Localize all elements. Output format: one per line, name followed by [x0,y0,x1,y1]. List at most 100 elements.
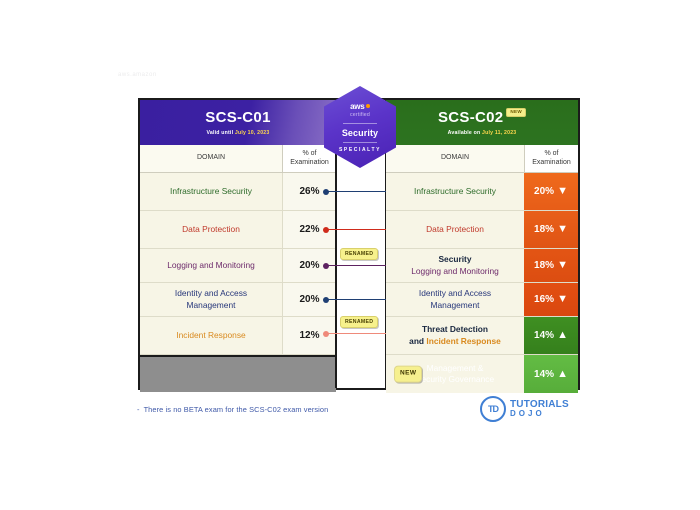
table-row: Logging and Monitoring 20% [140,249,336,283]
td-line1: TUTORIALS [510,398,569,410]
badge-divider-bottom [343,141,377,143]
right-pct-cell: 16% ▼ [524,283,578,316]
table-row: Threat Detection and Incident Response 14… [386,317,578,355]
footnote-dash: - [137,405,140,414]
left-col-domain-label: DOMAIN [197,154,225,162]
right-domain-line1: Security [438,254,472,265]
renamed-badge-incident-response: RENAMED [340,316,379,328]
renamed-badge-logging: RENAMED [340,248,379,260]
right-domain-cell: Data Protection [386,211,524,248]
right-col-pct-line1: % of [544,150,559,158]
right-domain-cell: Threat Detection and Incident Response [386,317,524,354]
left-col-pct-line1: % of [302,150,317,158]
right-pct-value: 14% [534,368,555,380]
left-domain-line1: Identity and Access [174,288,248,299]
tutorials-dojo-logo: TD TUTORIALS DOJO [480,396,569,422]
right-panel-title-text: SCS-C02 [437,108,504,126]
right-domain-line2-accent: Incident Response [426,335,501,346]
left-panel-subtitle: Valid until July 10, 2023 [207,130,270,136]
aws-smile-icon [365,104,370,109]
aws-wordmark: aws [350,102,370,111]
connector-dot-icon [323,296,329,303]
right-pct-cell: 18% ▼ [524,249,578,282]
right-domain-line1: Threat Detection [421,324,489,335]
right-col-pct-line2: Examination [532,158,571,166]
watermark-text: aws.amazon [118,72,157,78]
trend-down-icon: ▼ [557,185,568,197]
table-row: Identity and Access Management 20% [140,283,336,317]
left-column-headers: DOMAIN % of Examination [140,145,336,173]
left-empty-filler [140,355,336,392]
badge-level-label: SPECIALTY [338,146,382,153]
right-subtitle-date: July 11, 2023 [482,129,517,136]
badge-content: aws certified Security SPECIALTY [324,86,396,168]
right-col-pct-label: % of Examination [524,145,578,172]
table-row: Incident Response 12% [140,317,336,355]
right-panel-subtitle: Available on July 11, 2023 [448,130,517,136]
right-domain-cell: NEW Management & Security Governance [386,355,524,393]
left-domain-cell: Infrastructure Security [140,173,282,210]
right-pct-cell: 20% ▼ [524,173,578,210]
badge-track-label: Security [341,127,379,138]
left-panel-header: SCS-C01 Valid until July 10, 2023 [140,100,336,145]
right-domain-line1: Identity and Access [418,288,492,299]
right-panel: SCS-C02 NEW Available on July 11, 2023 DO… [386,100,578,393]
right-pct-cell: 14% ▲ [524,317,578,354]
left-domain-cell: Logging and Monitoring [140,249,282,282]
right-domain-line2-prefix: and [409,335,427,346]
right-pct-value: 18% [534,224,555,235]
table-row: Infrastructure Security 26% [140,173,336,211]
td-monogram-icon: TD [480,396,506,422]
certified-text: certified [350,111,370,118]
left-domain-cell: Incident Response [140,317,282,354]
right-rows: Infrastructure Security 20% ▼ Data Prote… [386,173,578,393]
connector-dot-icon [323,226,329,233]
td-line2: DOJO [510,409,545,419]
right-domain-line2: Management [430,299,480,310]
right-column-headers: DOMAIN % of Examination [386,145,578,173]
right-col-domain-label: DOMAIN [441,154,469,162]
trend-down-icon: ▼ [557,293,568,305]
new-badge: NEW [506,107,527,118]
right-pct-value: 14% [534,330,555,341]
right-panel-title: SCS-C02 NEW [437,107,527,126]
left-subtitle-date: July 10, 2023 [234,129,270,136]
trend-up-icon: ▲ [557,367,568,380]
aws-certified-security-badge-icon: aws certified Security SPECIALTY [324,86,396,168]
left-domain-line2: Management [186,299,236,310]
right-pct-cell: 14% ▲ [524,355,578,393]
trend-down-icon: ▼ [557,223,568,235]
left-col-pct-label: % of Examination [282,145,336,172]
aws-text: aws [350,101,365,111]
connector-dot-icon [323,330,329,337]
right-pct-cell: 18% ▼ [524,211,578,248]
right-domain-cell: Identity and Access Management [386,283,524,316]
table-row: NEW Management & Security Governance 14% … [386,355,578,393]
td-wordmark: TUTORIALS DOJO [510,398,569,419]
connector-dot-icon [323,262,329,269]
right-domain-line2: Security Governance [415,374,495,384]
right-subtitle-prefix: Available on [447,129,483,136]
right-domain-line1: Management & [426,362,484,373]
trend-up-icon: ▲ [557,329,568,341]
left-domain-cell: Identity and Access Management [140,283,282,316]
table-row: Identity and Access Management 16% ▼ [386,283,578,317]
right-pct-value: 20% [534,186,555,197]
badge-divider-top [343,122,377,124]
footnote-text: There is no BETA exam for the SCS-C02 ex… [143,405,329,414]
table-row: Infrastructure Security 20% ▼ [386,173,578,211]
right-pct-value: 18% [534,260,555,271]
right-panel-header: SCS-C02 NEW Available on July 11, 2023 [386,100,578,145]
left-pct-cell: 12% [282,317,336,354]
connector-dot-icon [323,188,329,195]
right-domain-line2: Logging and Monitoring [411,265,499,276]
right-pct-value: 16% [534,294,555,305]
right-domain-cell: Infrastructure Security [386,173,524,210]
left-rows: Infrastructure Security 26% Data Protect… [140,173,336,392]
comparison-figure: SCS-C01 Valid until July 10, 2023 DOMAIN… [138,98,580,393]
table-row: Data Protection 22% [140,211,336,249]
table-row: Data Protection 18% ▼ [386,211,578,249]
gutter-left-rule [335,100,337,388]
right-domain-cell: Security Logging and Monitoring [386,249,524,282]
